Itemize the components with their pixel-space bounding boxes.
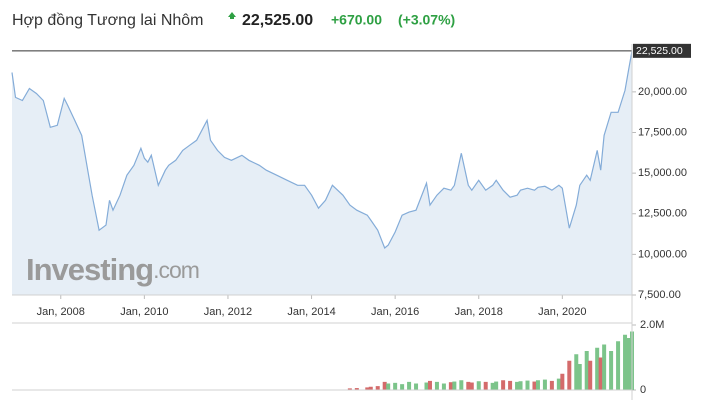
volume-bar xyxy=(626,338,631,390)
y-tick-label: 7,500.00 xyxy=(638,289,681,301)
volume-bar xyxy=(556,378,561,390)
volume-bar xyxy=(602,344,607,390)
y-tick-label: 10,000.00 xyxy=(638,248,687,260)
volume-bar xyxy=(483,381,488,390)
volume-bar xyxy=(584,351,589,390)
volume-bar xyxy=(427,380,432,390)
volume-bar xyxy=(434,381,439,390)
price: 22,525.00 xyxy=(242,12,313,29)
up-arrow xyxy=(228,12,236,19)
volume-bar xyxy=(588,360,593,390)
x-tick-label: Jan, 2012 xyxy=(204,306,252,318)
volume-bar xyxy=(441,383,446,390)
y-tick-label: 15,000.00 xyxy=(638,167,687,179)
change: +670.00 xyxy=(331,12,382,28)
volume-bar xyxy=(400,384,405,390)
volume-bar xyxy=(515,381,520,390)
volume-bar xyxy=(347,388,352,390)
volume-bar xyxy=(574,354,579,390)
volume-bar xyxy=(542,379,547,390)
x-tick-label: Jan, 2010 xyxy=(120,306,168,318)
volume-bar xyxy=(466,381,471,390)
volume-bar xyxy=(414,383,419,390)
volume-bar xyxy=(609,351,614,390)
x-tick-label: Jan, 2014 xyxy=(287,306,335,318)
y-tick-label: 12,500.00 xyxy=(638,208,687,220)
volume-bar xyxy=(365,387,370,390)
plot: 7,500.00 10,000.00 12,500.00 15,000.00 17,50… xyxy=(11,43,691,396)
volume-bar xyxy=(532,381,537,390)
change-percent: (+3.07%) xyxy=(398,12,455,28)
volume-bar xyxy=(452,381,457,390)
area-fill xyxy=(12,50,632,295)
volume-bar xyxy=(535,380,540,390)
volume-bar xyxy=(501,380,506,390)
volume-bar xyxy=(616,341,621,390)
volume-bar xyxy=(623,334,628,390)
title: Hợp đồng Tương lai Nhôm xyxy=(12,12,204,29)
volume-bar xyxy=(382,381,387,390)
price-line xyxy=(11,50,633,249)
volume-bar xyxy=(518,381,523,390)
volume-bar xyxy=(368,386,373,390)
volume-bar xyxy=(577,364,582,390)
volume-tick-label: 2.0M xyxy=(640,319,664,331)
volume-tick-label: 0 xyxy=(640,384,646,396)
watermark-brand: Investing xyxy=(26,252,153,287)
volume-bar xyxy=(595,347,600,390)
volume-bar xyxy=(525,380,530,390)
volume-bar xyxy=(448,382,453,390)
watermark-domain: .com xyxy=(153,257,199,283)
volume-bar xyxy=(459,380,464,390)
volume-bar xyxy=(424,382,429,390)
volume-bar xyxy=(598,357,603,390)
volume-bar xyxy=(494,381,499,390)
y-tick-label: 17,500.00 xyxy=(638,126,687,138)
volume-bar xyxy=(476,381,481,390)
volume-bar xyxy=(393,382,398,390)
volume-bar xyxy=(407,381,412,390)
volume-bar xyxy=(549,380,554,390)
x-tick-label: Jan, 2008 xyxy=(37,306,85,318)
last-price-box xyxy=(633,43,691,58)
volume-bar xyxy=(469,382,474,390)
x-tick-label: Jan, 2016 xyxy=(371,306,419,318)
volume-bar xyxy=(560,373,565,390)
volume-bar xyxy=(490,382,495,390)
volume-bar xyxy=(567,360,572,390)
y-tick-label: 20,000.00 xyxy=(638,86,687,98)
x-tick-label: Jan, 2018 xyxy=(455,306,503,318)
x-tick-label: Jan, 2020 xyxy=(538,306,586,318)
volume-bar xyxy=(354,388,359,390)
last-price-label: 22,525.00 xyxy=(636,45,683,57)
volume-bar xyxy=(508,380,513,390)
watermark: Investing.com xyxy=(26,252,199,287)
volume-bar xyxy=(375,386,380,390)
volume-bar xyxy=(386,383,391,390)
